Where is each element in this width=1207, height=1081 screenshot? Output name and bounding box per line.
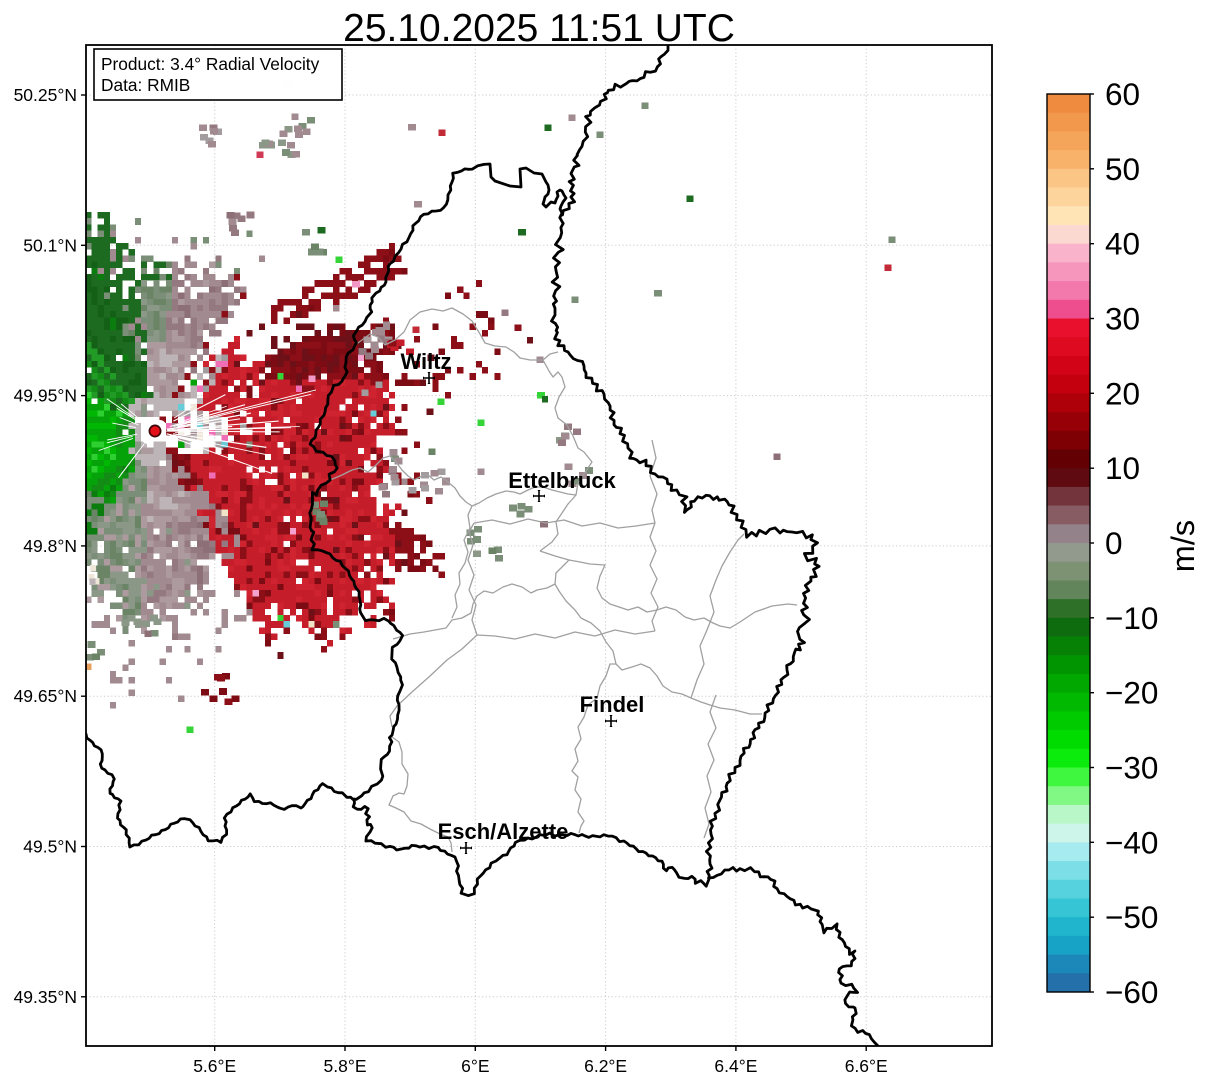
svg-text:10: 10 xyxy=(1105,450,1140,486)
svg-text:25.10.2025 11:51 UTC: 25.10.2025 11:51 UTC xyxy=(343,7,735,50)
svg-text:−60: −60 xyxy=(1105,974,1158,1010)
svg-text:20: 20 xyxy=(1105,375,1140,411)
svg-text:−50: −50 xyxy=(1105,899,1158,935)
svg-text:−20: −20 xyxy=(1105,675,1158,711)
svg-text:6.2°E: 6.2°E xyxy=(584,1056,627,1076)
svg-text:49.5°N: 49.5°N xyxy=(23,837,77,857)
svg-text:0: 0 xyxy=(1105,525,1123,561)
svg-text:49.65°N: 49.65°N xyxy=(14,686,77,706)
svg-text:6.6°E: 6.6°E xyxy=(845,1056,888,1076)
svg-text:Ettelbruck: Ettelbruck xyxy=(508,468,616,493)
svg-text:−40: −40 xyxy=(1105,824,1158,860)
svg-text:Findel: Findel xyxy=(580,692,645,717)
svg-text:Esch/Alzette: Esch/Alzette xyxy=(438,819,569,844)
svg-text:6°E: 6°E xyxy=(461,1056,489,1076)
svg-text:49.35°N: 49.35°N xyxy=(14,987,77,1007)
svg-text:49.95°N: 49.95°N xyxy=(14,386,77,406)
svg-text:49.8°N: 49.8°N xyxy=(23,536,77,556)
svg-text:50: 50 xyxy=(1105,151,1140,187)
svg-text:60: 60 xyxy=(1105,76,1140,112)
svg-text:6.4°E: 6.4°E xyxy=(714,1056,757,1076)
svg-text:−30: −30 xyxy=(1105,750,1158,786)
svg-text:5.6°E: 5.6°E xyxy=(193,1056,236,1076)
svg-text:m/s: m/s xyxy=(1165,520,1201,572)
svg-text:−10: −10 xyxy=(1105,600,1158,636)
svg-text:40: 40 xyxy=(1105,226,1140,262)
svg-text:Wiltz: Wiltz xyxy=(400,349,451,374)
svg-text:50.25°N: 50.25°N xyxy=(14,85,77,105)
svg-text:Data: RMIB: Data: RMIB xyxy=(101,75,190,95)
svg-text:Product: 3.4° Radial Velocity: Product: 3.4° Radial Velocity xyxy=(101,54,320,74)
svg-text:5.8°E: 5.8°E xyxy=(324,1056,367,1076)
svg-text:30: 30 xyxy=(1105,301,1140,337)
svg-text:50.1°N: 50.1°N xyxy=(23,235,77,255)
